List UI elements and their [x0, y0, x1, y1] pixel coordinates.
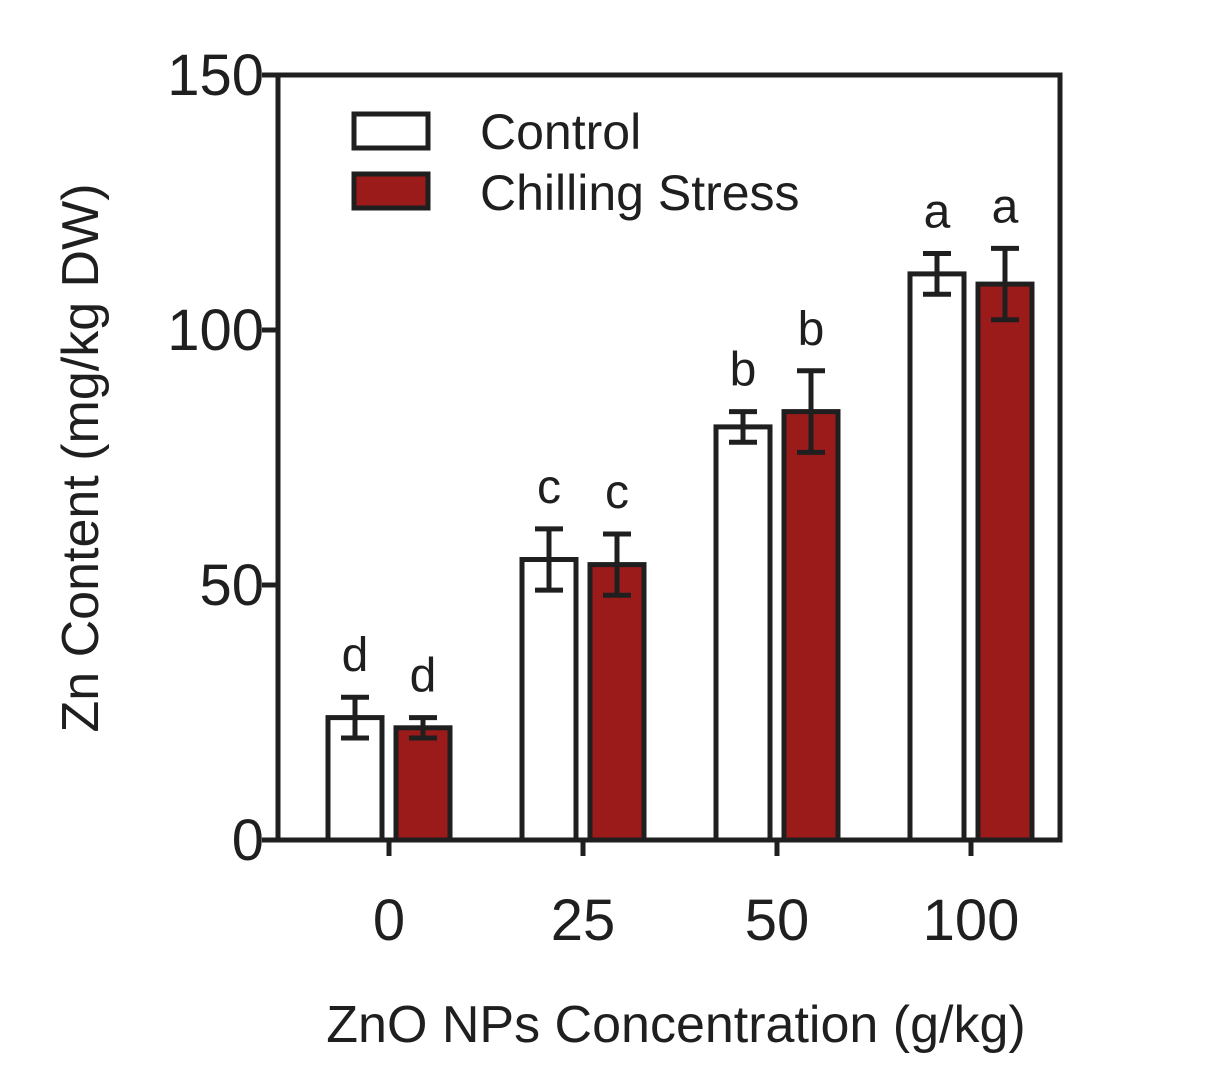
error-bars-layer: [341, 245, 1019, 741]
x-tick-label: 100: [923, 888, 1020, 953]
legend-label-control: Control: [480, 104, 641, 160]
x-tick-label: 0: [373, 888, 405, 953]
bar-chilling-stress-50: [781, 409, 841, 843]
bar-control-50: [713, 424, 773, 843]
significance-letter: a: [992, 180, 1019, 233]
significance-letter: d: [342, 629, 369, 682]
significance-letter: b: [798, 303, 825, 356]
bars-layer: [325, 271, 1035, 843]
x-tick-label: 50: [745, 888, 810, 953]
bar-chilling-stress-25: [587, 562, 647, 843]
y-tick-label: 100: [167, 298, 264, 363]
legend-swatch-control: [351, 111, 431, 151]
x-tick-label: 25: [551, 888, 616, 953]
significance-letter: b: [730, 344, 757, 397]
legend-label-chilling-stress: Chilling Stress: [480, 165, 800, 221]
y-tick-label: 50: [199, 553, 264, 618]
significance-letter: c: [605, 466, 629, 519]
bar-chilling-stress-0: [393, 725, 453, 843]
y-tick-label: 0: [232, 808, 264, 873]
significance-letters-layer: d c b a d c b a: [342, 180, 1019, 702]
bar-control-100: [907, 271, 967, 843]
bar-chilling-stress-100: [975, 281, 1035, 843]
x-axis-title: ZnO NPs Concentration (g/kg): [326, 996, 1025, 1054]
bar-control-25: [519, 557, 579, 843]
significance-letter: a: [924, 186, 951, 239]
significance-letter: c: [537, 461, 561, 514]
axes-layer: [262, 72, 1063, 856]
y-tick-label: 150: [167, 43, 264, 108]
significance-letter: d: [410, 650, 437, 703]
plot-frame: [275, 72, 1063, 843]
y-axis-title: Zn Content (mg/kg DW): [52, 183, 110, 732]
legend-swatch-chilling-stress: [351, 171, 431, 211]
legend: Control Chilling Stress: [351, 104, 800, 221]
